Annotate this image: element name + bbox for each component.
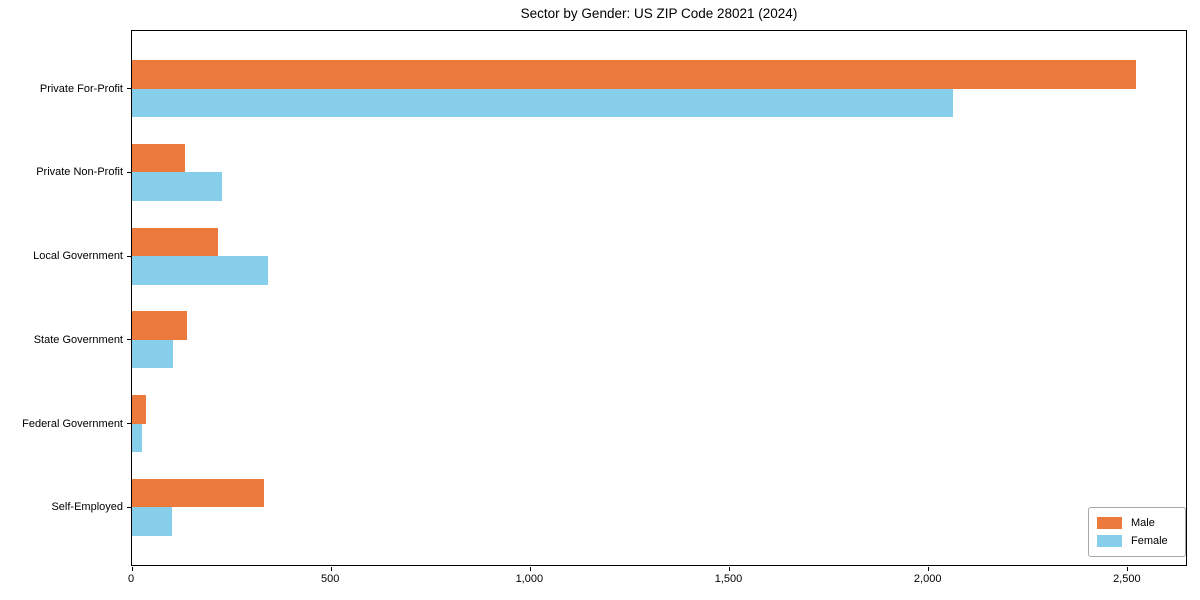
x-tick [928,567,930,571]
x-tick-label: 0 [127,573,135,585]
legend-label-female: Female [1131,535,1168,547]
bar-female-private-non-profit [132,172,223,201]
bar-male-private-non-profit [132,143,185,173]
y-tick [127,88,131,90]
bar-male-private-for-profit [132,60,1136,89]
x-tick-label: 1,500 [714,573,743,585]
y-tick [127,255,131,257]
y-tick [127,506,131,508]
y-axis-label-private-non-profit: Private Non-Profit [36,166,123,179]
x-tick-label: 500 [320,573,340,585]
y-tick [127,423,131,425]
y-axis-label-federal-government: Federal Government [22,417,123,430]
bar-male-state-government [132,311,187,340]
bar-male-local-government [132,227,219,257]
y-axis-label-local-government: Local Government [33,250,123,263]
x-tick [330,567,332,571]
bar-female-federal-government [132,423,142,452]
bar-male-federal-government [132,395,147,424]
y-axis-label-state-government: State Government [33,333,123,346]
plot-area [127,30,1187,571]
legend: Male Female [1088,507,1186,557]
bar-female-local-government [132,256,269,285]
y-tick [127,171,131,173]
x-tick-label: 2,500 [1113,573,1141,585]
legend-label-male: Male [1131,517,1155,529]
legend-item-female: Female [1097,535,1177,547]
x-tick [1127,567,1129,571]
x-tick [529,567,531,571]
bar-female-self-employed [132,507,173,536]
chart-title: Sector by Gender: US ZIP Code 28021 (202… [520,6,798,21]
x-tick [729,567,730,571]
legend-item-male: Male [1097,517,1177,529]
bar-female-state-government [132,339,174,369]
legend-swatch-male [1097,517,1122,529]
x-tick [131,567,133,571]
x-tick-label: 2,000 [913,573,942,585]
legend-swatch-female [1097,535,1122,547]
y-axis-label-private-for-profit: Private For-Profit [39,82,123,95]
bar-female-private-for-profit [132,88,953,118]
bar-male-self-employed [132,478,265,508]
y-axis-label-self-employed: Self-Employed [51,501,123,514]
y-tick [127,339,131,341]
x-tick-label: 1,000 [515,573,544,585]
